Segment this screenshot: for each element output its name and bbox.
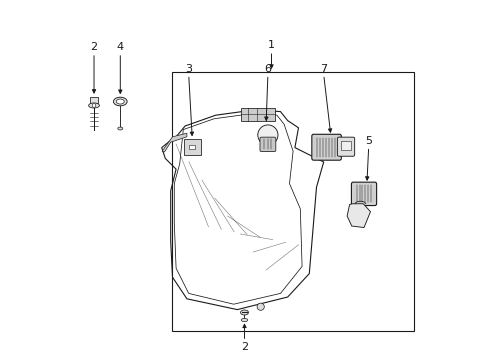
Circle shape xyxy=(92,104,96,107)
Text: 7: 7 xyxy=(320,64,326,74)
Ellipse shape xyxy=(116,99,124,104)
FancyBboxPatch shape xyxy=(337,137,354,156)
Circle shape xyxy=(257,303,264,310)
Bar xyxy=(172,72,413,331)
Text: 2: 2 xyxy=(90,42,98,52)
FancyBboxPatch shape xyxy=(260,137,275,152)
Ellipse shape xyxy=(118,127,122,130)
Text: 2: 2 xyxy=(241,342,247,352)
Ellipse shape xyxy=(113,97,127,106)
FancyBboxPatch shape xyxy=(351,182,376,206)
Circle shape xyxy=(257,125,277,145)
Polygon shape xyxy=(162,133,186,152)
Text: 3: 3 xyxy=(185,64,192,74)
Text: 1: 1 xyxy=(267,40,274,50)
Ellipse shape xyxy=(88,103,99,108)
Bar xyxy=(340,141,350,150)
FancyBboxPatch shape xyxy=(311,134,341,160)
Text: 5: 5 xyxy=(365,136,371,146)
Text: 4: 4 xyxy=(117,42,123,52)
Bar xyxy=(89,97,98,103)
Polygon shape xyxy=(346,204,370,228)
Bar xyxy=(241,108,275,121)
Ellipse shape xyxy=(241,318,247,322)
FancyBboxPatch shape xyxy=(183,139,200,155)
Bar xyxy=(189,145,195,149)
Ellipse shape xyxy=(240,310,248,315)
Text: 6: 6 xyxy=(264,64,271,74)
